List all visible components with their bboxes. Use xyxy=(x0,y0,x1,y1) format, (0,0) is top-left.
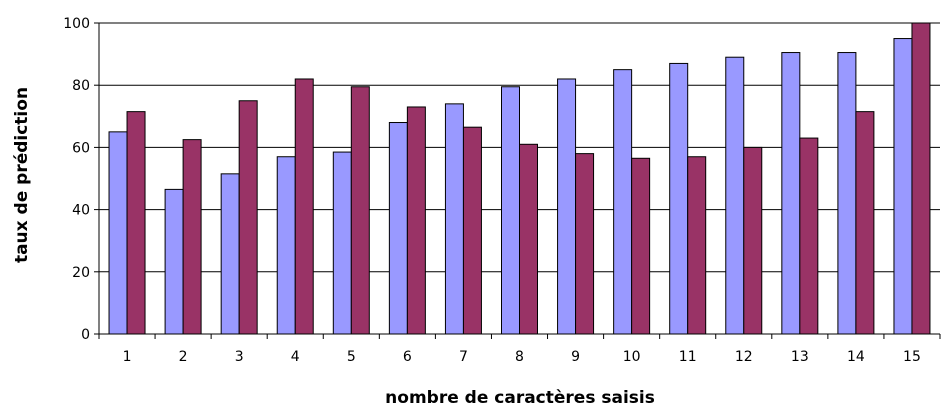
bar-series2-cat-9 xyxy=(575,153,595,335)
x-tick-label: 13 xyxy=(791,349,809,365)
bar-series1-cat-13 xyxy=(781,52,801,335)
bar-series2-cat-10 xyxy=(631,157,651,335)
bar-series1-cat-12 xyxy=(725,56,745,335)
bar-series2-cat-15 xyxy=(911,22,931,335)
x-tick-label: 1 xyxy=(123,349,132,365)
y-tick-label: 40 xyxy=(72,203,90,219)
x-tick-label: 8 xyxy=(515,349,524,365)
x-tick-label: 9 xyxy=(571,349,580,365)
bar-series1-cat-3 xyxy=(220,173,240,335)
bar-series1-cat-15 xyxy=(893,38,913,335)
bar-series2-cat-8 xyxy=(519,143,538,335)
bar-series2-cat-5 xyxy=(350,86,370,335)
bar-series1-cat-9 xyxy=(557,78,577,335)
x-axis-title: nombre de caractères saisis xyxy=(385,388,655,408)
bar-series1-cat-8 xyxy=(501,86,520,335)
x-tick-label: 7 xyxy=(459,349,468,365)
bar-series2-cat-3 xyxy=(238,100,258,335)
bar-series2-cat-11 xyxy=(687,156,707,335)
y-tick-label: 100 xyxy=(63,16,90,32)
bar-series1-cat-1 xyxy=(108,131,128,335)
bar-series1-cat-7 xyxy=(444,103,464,335)
bar-series2-cat-7 xyxy=(462,126,482,335)
bar-series2-cat-13 xyxy=(799,137,819,335)
bar-series2-cat-14 xyxy=(855,111,875,335)
bar-series2-cat-1 xyxy=(126,111,146,335)
x-tick-label: 4 xyxy=(291,349,300,365)
axes xyxy=(94,22,941,339)
bar-series2-cat-2 xyxy=(182,139,202,335)
x-tick-label: 5 xyxy=(347,349,356,365)
bar-series2-cat-4 xyxy=(294,78,314,335)
y-tick-label: 0 xyxy=(81,327,90,343)
bar-series1-cat-11 xyxy=(669,62,689,335)
bar-series2-cat-6 xyxy=(406,106,426,335)
bar-series2-cat-12 xyxy=(743,146,763,335)
bar-series1-cat-10 xyxy=(613,69,633,335)
x-tick-label: 12 xyxy=(735,349,753,365)
x-tick-label: 11 xyxy=(679,349,697,365)
y-tick-label: 80 xyxy=(72,78,90,94)
x-tick-label: 2 xyxy=(179,349,188,365)
x-tick-label: 15 xyxy=(903,349,921,365)
y-tick-labels: 0 20 40 60 80 100 xyxy=(63,16,90,343)
x-tick-label: 10 xyxy=(623,349,641,365)
y-axis-title: taux de prédiction xyxy=(12,87,32,263)
bar-series1-cat-14 xyxy=(837,52,857,335)
x-tick-labels: 1 2 3 4 5 6 7 8 9 10 11 12 13 14 15 xyxy=(123,349,921,365)
x-tick-label: 3 xyxy=(235,349,244,365)
bar-series1-cat-4 xyxy=(276,156,296,335)
bar-series1-cat-5 xyxy=(332,151,352,335)
bar-series1-cat-2 xyxy=(164,188,184,335)
bar-series1-cat-6 xyxy=(388,122,408,335)
x-tick-label: 6 xyxy=(403,349,412,365)
x-tick-label: 14 xyxy=(847,349,865,365)
y-tick-label: 60 xyxy=(72,140,90,156)
bars-group xyxy=(108,22,931,335)
y-tick-label: 20 xyxy=(72,265,90,281)
